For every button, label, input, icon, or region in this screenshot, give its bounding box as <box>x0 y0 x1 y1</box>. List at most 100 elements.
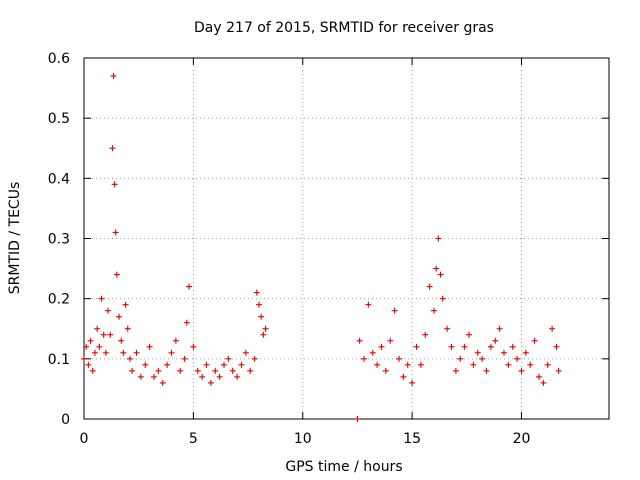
data-point <box>181 355 188 362</box>
data-point <box>137 373 144 380</box>
data-point <box>186 283 192 290</box>
data-point <box>216 373 223 380</box>
data-point <box>417 361 424 368</box>
data-point <box>113 271 120 278</box>
data-point <box>413 343 420 350</box>
data-point <box>400 373 407 380</box>
data-point <box>100 331 107 338</box>
data-point <box>111 181 118 188</box>
data-point <box>461 343 468 350</box>
x-tick-label: 15 <box>403 431 421 447</box>
data-point <box>251 355 258 362</box>
data-point <box>105 307 112 314</box>
data-point <box>487 343 494 350</box>
chart-title: Day 217 of 2015, SRMTID for receiver gra… <box>194 20 494 36</box>
data-point <box>96 343 103 350</box>
data-point <box>177 367 184 374</box>
data-point <box>112 229 119 236</box>
data-point <box>118 337 125 344</box>
data-point <box>361 355 367 362</box>
data-point <box>199 373 206 380</box>
data-point <box>474 349 481 356</box>
data-point <box>133 349 140 356</box>
data-point <box>164 361 171 368</box>
data-point <box>107 331 114 338</box>
data-point <box>172 337 179 344</box>
data-point <box>109 145 116 152</box>
data-point <box>225 355 232 362</box>
data-point <box>262 325 269 332</box>
data-point <box>479 355 486 362</box>
data-point <box>518 367 525 374</box>
data-point <box>87 337 94 344</box>
data-point <box>89 367 96 374</box>
data-point <box>124 325 131 332</box>
data-point <box>212 367 219 374</box>
data-point <box>126 355 133 362</box>
data-point <box>81 355 87 362</box>
data-point <box>457 355 464 362</box>
x-tick-label: 20 <box>513 431 531 447</box>
data-point <box>448 343 455 350</box>
data-point <box>260 331 267 338</box>
data-point <box>369 349 376 356</box>
data-point <box>120 349 127 356</box>
data-point <box>522 349 529 356</box>
data-point <box>544 361 551 368</box>
x-tick-label: 0 <box>80 431 89 447</box>
data-point <box>514 355 521 362</box>
data-point <box>203 361 210 368</box>
data-point <box>549 325 556 332</box>
data-point <box>122 301 129 308</box>
data-point <box>356 337 363 344</box>
data-point <box>492 337 499 344</box>
data-point <box>234 373 241 380</box>
data-point <box>85 361 92 368</box>
data-point <box>452 367 459 374</box>
data-point <box>242 349 249 356</box>
data-point <box>365 301 372 308</box>
data-point <box>387 337 394 344</box>
data-point <box>470 361 477 368</box>
data-point <box>536 373 542 380</box>
data-point <box>391 307 398 314</box>
data-point <box>555 367 562 374</box>
data-point <box>207 379 214 386</box>
data-point <box>483 367 490 374</box>
data-point <box>404 361 411 368</box>
data-point <box>531 337 538 344</box>
data-point <box>509 343 516 350</box>
y-tick-label: 0 <box>61 412 70 428</box>
data-point <box>183 319 190 326</box>
x-tick-label: 10 <box>294 431 312 447</box>
y-tick-label: 0.4 <box>48 171 70 187</box>
data-point <box>91 349 98 356</box>
data-point <box>98 295 105 302</box>
data-point <box>496 325 503 332</box>
data-point <box>540 379 547 386</box>
data-point <box>435 235 442 242</box>
x-axis-label: GPS time / hours <box>285 459 402 475</box>
data-point <box>229 367 236 374</box>
data-point <box>247 367 254 374</box>
data-point <box>409 379 416 386</box>
y-tick-label: 0.2 <box>48 292 70 308</box>
data-point <box>221 361 227 368</box>
data-point <box>444 325 451 332</box>
data-point <box>527 361 534 368</box>
data-point <box>194 367 201 374</box>
y-axis: 0 0.1 0.2 0.3 0.4 0.5 0.6 <box>48 51 609 428</box>
data-point <box>501 349 507 356</box>
data-points <box>81 73 562 422</box>
data-point <box>116 313 122 320</box>
data-point <box>433 265 440 272</box>
data-point <box>142 361 149 368</box>
data-point <box>422 331 429 338</box>
data-point <box>505 361 512 368</box>
data-point <box>146 343 153 350</box>
data-point <box>129 367 136 374</box>
data-point <box>155 367 162 374</box>
x-tick-label: 5 <box>189 431 198 447</box>
data-point <box>190 343 197 350</box>
